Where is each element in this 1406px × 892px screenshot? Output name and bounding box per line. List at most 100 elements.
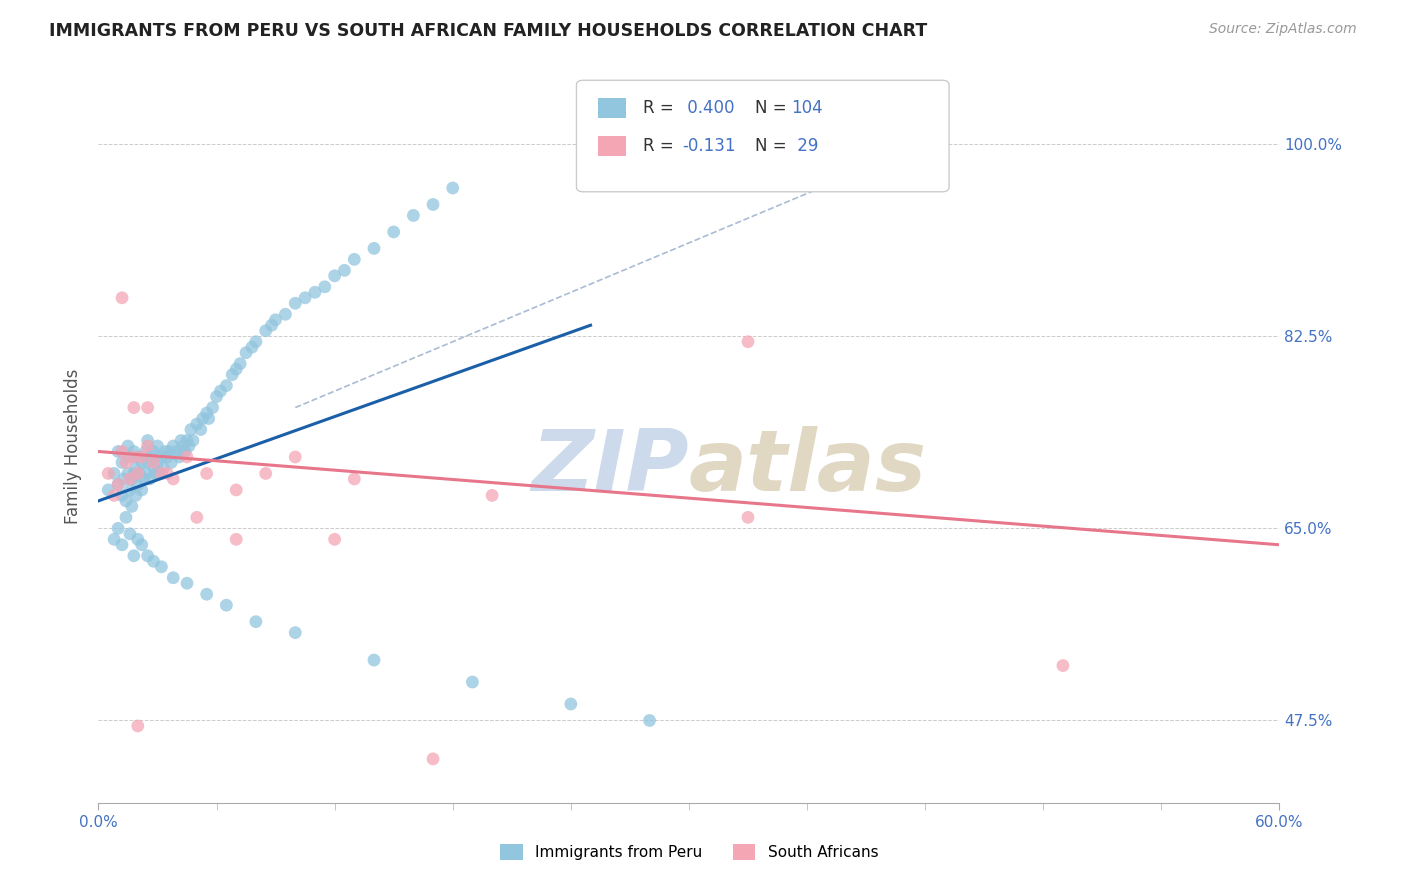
Point [737, 510, 759, 524]
Point [97, 483, 120, 497]
Point [1052, 658, 1074, 673]
Point [131, 450, 153, 464]
Point [142, 444, 165, 458]
Point [254, 324, 277, 338]
Point [402, 209, 425, 223]
Point [229, 357, 252, 371]
Point [176, 434, 198, 448]
Point [304, 285, 326, 300]
Point [245, 615, 267, 629]
Point [122, 401, 145, 415]
Point [127, 467, 149, 481]
Point [638, 714, 661, 728]
Point [254, 467, 277, 481]
Point [215, 378, 238, 392]
Point [628, 164, 651, 178]
Point [135, 444, 157, 458]
Point [209, 384, 232, 398]
Point [235, 345, 257, 359]
Text: R =: R = [643, 99, 679, 117]
Point [136, 549, 159, 563]
Point [127, 533, 149, 547]
Point [125, 461, 148, 475]
Point [314, 280, 336, 294]
Point [201, 401, 224, 415]
Point [156, 450, 179, 464]
Point [240, 340, 263, 354]
Y-axis label: Family Households: Family Households [65, 368, 83, 524]
Point [146, 455, 169, 469]
Point [422, 752, 444, 766]
Point [145, 467, 167, 481]
Point [461, 675, 484, 690]
Point [122, 467, 145, 481]
Point [333, 263, 356, 277]
Point [150, 450, 173, 464]
Point [274, 307, 297, 321]
Text: IMMIGRANTS FROM PERU VS SOUTH AFRICAN FAMILY HOUSEHOLDS CORRELATION CHART: IMMIGRANTS FROM PERU VS SOUTH AFRICAN FA… [49, 22, 928, 40]
Point [190, 423, 212, 437]
Point [170, 434, 193, 448]
Point [121, 500, 143, 514]
Point [441, 181, 464, 195]
Point [162, 439, 184, 453]
Point [131, 538, 153, 552]
Point [103, 488, 125, 502]
Point [107, 477, 129, 491]
Point [260, 318, 283, 333]
Point [481, 488, 503, 502]
Point [225, 533, 247, 547]
Point [111, 455, 134, 469]
Point [118, 483, 141, 497]
Point [136, 434, 159, 448]
Text: N =: N = [755, 99, 792, 117]
Text: 29: 29 [792, 137, 818, 155]
Point [215, 598, 238, 612]
Point [118, 450, 141, 464]
Point [103, 533, 125, 547]
Point [112, 472, 135, 486]
Point [121, 472, 143, 486]
Point [107, 477, 129, 491]
Point [127, 477, 149, 491]
Point [97, 467, 120, 481]
Point [146, 439, 169, 453]
Point [382, 225, 405, 239]
Text: Source: ZipAtlas.com: Source: ZipAtlas.com [1209, 22, 1357, 37]
Point [128, 467, 150, 481]
Point [323, 533, 346, 547]
Point [131, 455, 153, 469]
Point [157, 444, 180, 458]
Point [284, 296, 307, 310]
Point [118, 526, 141, 541]
Point [155, 444, 177, 458]
Point [225, 483, 247, 497]
Text: -0.131: -0.131 [682, 137, 735, 155]
Point [180, 423, 202, 437]
Point [148, 467, 170, 481]
Point [177, 439, 200, 453]
Point [174, 444, 197, 458]
Point [609, 164, 631, 178]
Point [132, 472, 155, 486]
Point [125, 488, 148, 502]
Text: atlas: atlas [689, 425, 927, 509]
Point [343, 252, 366, 267]
Point [422, 197, 444, 211]
Point [135, 467, 157, 481]
Point [264, 312, 287, 326]
Point [156, 467, 179, 481]
Point [136, 455, 159, 469]
Point [138, 472, 160, 486]
Point [167, 450, 190, 464]
Point [284, 450, 307, 464]
Point [117, 439, 139, 453]
Point [142, 461, 165, 475]
Point [111, 488, 134, 502]
Point [111, 538, 134, 552]
Point [176, 450, 198, 464]
Point [122, 450, 145, 464]
Point [294, 291, 316, 305]
Text: ZIP: ZIP [531, 425, 689, 509]
Text: 0.400: 0.400 [682, 99, 734, 117]
